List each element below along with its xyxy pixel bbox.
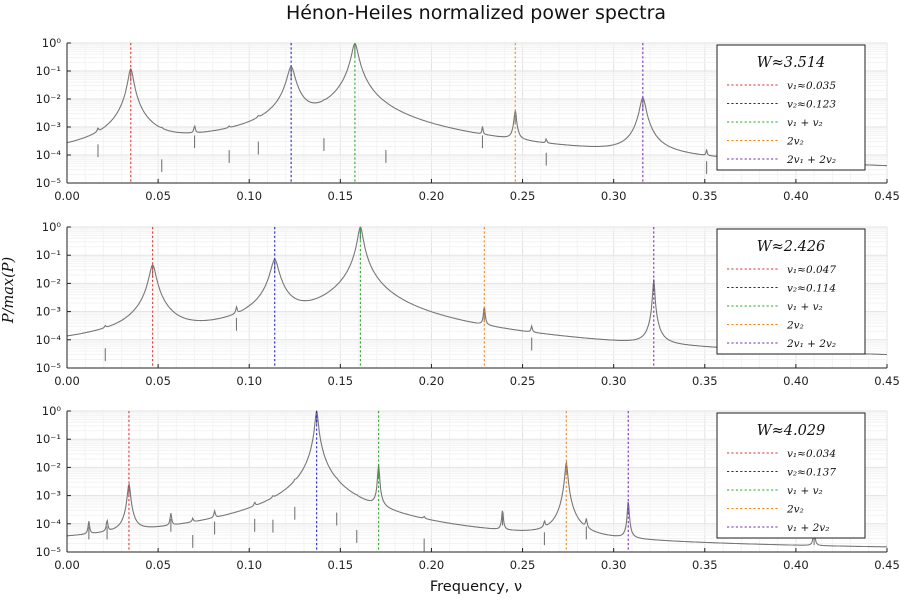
panel-1: 0.00 0.05 0.10 0.15 0.20 0.25 0.30 0.35 0.40 0.45… xyxy=(36,36,900,203)
y-axis-label: P/max(P) xyxy=(1,257,17,324)
x-tick-label: 0.20 xyxy=(419,374,445,388)
y-tick-label: 10⁰ xyxy=(42,36,62,50)
x-axis-label: Frequency, ν xyxy=(430,579,522,595)
legend-entry-label: v₁≈0.034 xyxy=(787,448,836,460)
x-tick-label: 0.35 xyxy=(692,189,718,203)
legend-entry-label: 2v₂ xyxy=(786,136,804,148)
x-tick-label: 0.30 xyxy=(601,374,627,388)
x-tick-label: 0.05 xyxy=(145,374,171,388)
legend-entry-label: v₂≈0.137 xyxy=(787,467,836,479)
legend-title: W≈3.514 xyxy=(757,55,826,71)
legend-entry-label: 2v₂ xyxy=(786,320,804,332)
legend-entry-label: v₂≈0.114 xyxy=(787,283,836,295)
x-tick-label: 0.45 xyxy=(874,558,900,572)
y-tick-label: 10⁻¹ xyxy=(36,432,61,446)
x-tick-label: 0.00 xyxy=(54,374,80,388)
spectrum-line xyxy=(67,409,888,548)
x-tick-label: 0.20 xyxy=(419,189,445,203)
panel-2: 0.00 0.05 0.10 0.15 0.20 0.25 0.30 0.35 0.40 0.45… xyxy=(36,220,900,388)
y-tick-label: 10⁻³ xyxy=(36,305,62,319)
x-tick-label: 0.45 xyxy=(874,374,900,388)
y-tick-label: 10⁻⁵ xyxy=(36,545,62,559)
legend-entry-label: v₁ + v₂ xyxy=(787,301,823,313)
x-tick-label: 0.30 xyxy=(601,189,627,203)
y-tick-label: 10⁰ xyxy=(42,220,62,234)
x-tick-label: 0.25 xyxy=(510,189,536,203)
y-tick-label: 10⁻¹ xyxy=(36,64,61,78)
y-tick-label: 10⁻⁵ xyxy=(36,361,62,375)
x-tick-label: 0.35 xyxy=(692,558,718,572)
legend-title: W≈2.426 xyxy=(757,239,826,255)
legend-entry-label: v₂≈0.123 xyxy=(787,99,836,111)
x-tick-label: 0.25 xyxy=(510,558,536,572)
legend-entry-label: 2v₁ + 2v₂ xyxy=(786,338,836,350)
legend-entry-label: 2v₂ xyxy=(786,504,804,516)
x-tick-label: 0.00 xyxy=(54,189,80,203)
legend-entry-label: v₁ + 2v₂ xyxy=(787,522,829,534)
x-tick-label: 0.05 xyxy=(145,558,171,572)
legend-box xyxy=(716,44,866,171)
x-tick-label: 0.25 xyxy=(510,374,536,388)
x-tick-label: 0.15 xyxy=(328,374,354,388)
legend-entry-label: v₁≈0.035 xyxy=(787,80,836,92)
y-tick-label: 10⁻³ xyxy=(36,120,62,134)
chart-title: Hénon-Heiles normalized power spectra xyxy=(286,2,666,24)
legend-title: W≈4.029 xyxy=(757,423,826,439)
y-tick-label: 10⁻³ xyxy=(36,489,62,503)
x-tick-label: 0.15 xyxy=(328,558,354,572)
x-tick-label: 0.30 xyxy=(601,558,627,572)
panels-group: 0.00 0.05 0.10 0.15 0.20 0.25 0.30 0.35 0.40 0.45… xyxy=(36,36,900,572)
y-tick-label: 10⁰ xyxy=(42,404,62,418)
x-tick-label: 0.15 xyxy=(328,189,354,203)
legend-box xyxy=(716,228,866,355)
legend-box xyxy=(716,412,866,539)
x-tick-label: 0.20 xyxy=(419,558,445,572)
x-tick-label: 0.40 xyxy=(783,558,809,572)
legend: W≈2.426 v₁≈0.047 v₂≈0.114 v₁ + v₂ 2v₂ 2v₁ + 2… xyxy=(716,228,866,355)
legend-entry-label: v₁ + v₂ xyxy=(787,485,823,497)
x-tick-label: 0.00 xyxy=(54,558,80,572)
x-tick-label: 0.10 xyxy=(236,374,262,388)
legend-entry-label: v₁ + v₂ xyxy=(787,117,823,129)
x-tick-label: 0.45 xyxy=(874,189,900,203)
y-tick-label: 10⁻⁴ xyxy=(36,517,62,531)
x-tick-label: 0.40 xyxy=(783,189,809,203)
x-tick-label: 0.10 xyxy=(236,189,262,203)
y-tick-label: 10⁻² xyxy=(36,460,61,474)
x-tick-label: 0.40 xyxy=(783,374,809,388)
legend-entry-label: 2v₁ + 2v₂ xyxy=(786,154,836,166)
legend-entry-label: v₁≈0.047 xyxy=(787,264,836,276)
legend: W≈4.029 v₁≈0.034 v₂≈0.137 v₁ + v₂ 2v₂ v₁ + 2v… xyxy=(716,412,866,539)
y-tick-label: 10⁻² xyxy=(36,92,61,106)
x-tick-label: 0.35 xyxy=(692,374,718,388)
x-tick-label: 0.05 xyxy=(145,189,171,203)
panel-3: 0.00 0.05 0.10 0.15 0.20 0.25 0.30 0.35 0.40 0.45… xyxy=(36,404,900,572)
y-tick-label: 10⁻² xyxy=(36,276,61,290)
y-tick-label: 10⁻⁴ xyxy=(36,148,62,162)
y-tick-label: 10⁻⁴ xyxy=(36,333,62,347)
y-tick-label: 10⁻⁵ xyxy=(36,176,62,190)
legend: W≈3.514 v₁≈0.035 v₂≈0.123 v₁ + v₂ 2v₂ 2v₁ + 2… xyxy=(716,44,866,171)
x-tick-label: 0.10 xyxy=(236,558,262,572)
y-tick-label: 10⁻¹ xyxy=(36,248,61,262)
